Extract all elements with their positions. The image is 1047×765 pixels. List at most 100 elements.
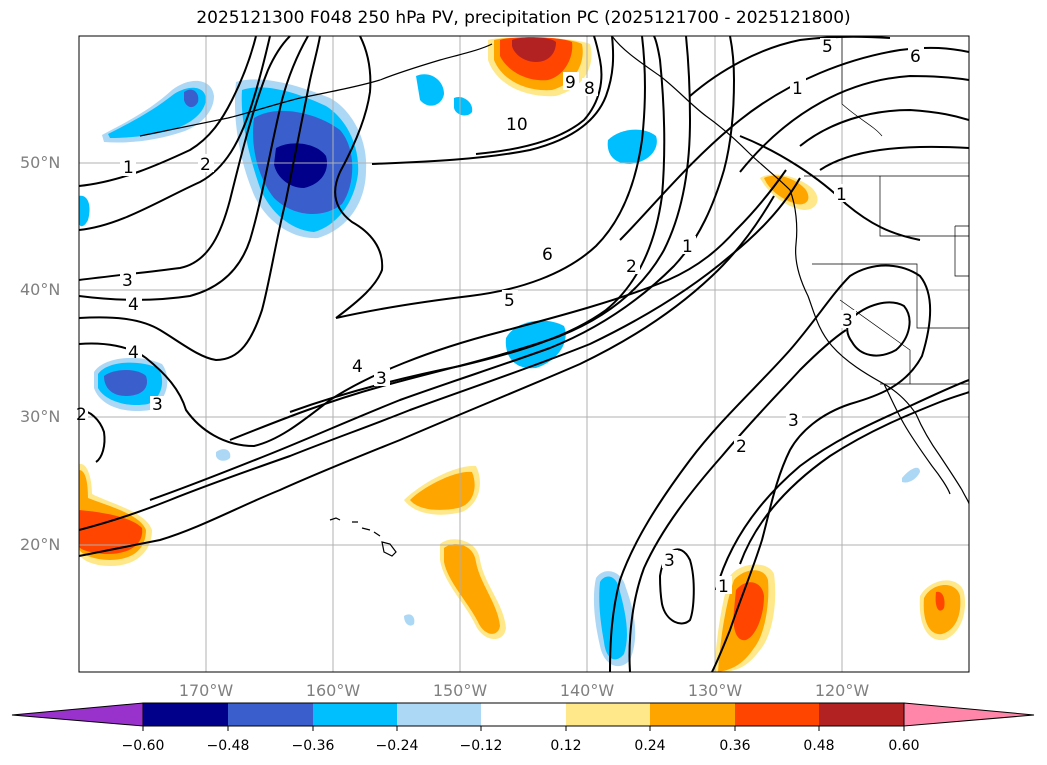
- colorbar-segment: [143, 703, 228, 726]
- pv-contour: [819, 145, 969, 171]
- pv-contour: [289, 36, 666, 413]
- pv-contour: [715, 379, 969, 591]
- contour-label: 5: [504, 291, 515, 311]
- contour-label: 2: [736, 437, 747, 457]
- contour-label: 1: [718, 577, 729, 597]
- precip-negative-area: [216, 449, 231, 461]
- pv-contour: [79, 36, 291, 281]
- hawaii-islands: [329, 517, 397, 557]
- precip-positive-area: [444, 544, 500, 634]
- precip-fill-layer: [79, 37, 966, 672]
- aleutian-coast: [379, 43, 493, 81]
- coastline-layer: [139, 36, 969, 557]
- colorbar-extend-low: [11, 702, 144, 727]
- contour-label: 9: [565, 73, 576, 93]
- contour-label: 1: [836, 185, 847, 205]
- lon-tick-label: 120°W: [814, 681, 870, 700]
- lat-tick-label: 30°N: [20, 407, 61, 426]
- colorbar-tick-label: −0.12: [459, 738, 503, 754]
- colorbar-segment: [819, 703, 904, 726]
- contour-label: 8: [584, 79, 595, 99]
- north-america-coastline: [611, 36, 969, 505]
- colorbar-segment: [228, 703, 313, 726]
- colorbar-segment: [650, 703, 735, 726]
- contour-label: 2: [200, 155, 211, 175]
- contour-label: 4: [352, 357, 363, 377]
- colorbar-tick-label: 0.60: [888, 738, 920, 754]
- lon-tick-label: 140°W: [559, 681, 615, 700]
- precip-negative-area: [404, 614, 415, 626]
- state-border: [841, 36, 883, 137]
- contour-label: 6: [542, 245, 553, 265]
- colorbar-segment: [481, 703, 566, 726]
- colorbar-segment: [397, 703, 481, 726]
- baja-coastline: [883, 383, 951, 495]
- colorbar-tick-label: 0.12: [550, 738, 582, 754]
- pv-contour: [335, 36, 646, 319]
- contour-label: 2: [76, 405, 87, 425]
- lat-tick-label: 50°N: [20, 153, 61, 172]
- precip-negative-area: [104, 370, 148, 396]
- lat-tick-label: 20°N: [20, 535, 61, 554]
- pv-contour: [739, 391, 969, 565]
- contour-label: 4: [128, 295, 139, 315]
- contour-label: 5: [822, 37, 833, 57]
- precip-positive-area: [935, 591, 945, 611]
- aleutian-coast-west: [139, 79, 381, 137]
- pv-contour: [334, 36, 384, 319]
- precip-positive-area: [512, 37, 556, 62]
- precip-negative-area: [607, 129, 657, 164]
- contour-label: 2: [626, 257, 637, 277]
- pv-contour: [79, 36, 271, 231]
- contour-label: 3: [842, 311, 853, 331]
- colorbar-segment: [313, 703, 397, 726]
- pv-contour: [475, 36, 603, 155]
- precip-positive-area: [410, 471, 475, 510]
- contour-label: 3: [152, 395, 163, 415]
- contour-label: 3: [664, 551, 675, 571]
- pv-contour: [79, 36, 321, 362]
- state-border: [812, 263, 969, 329]
- precip-negative-area: [274, 143, 328, 188]
- colorbar-tick-label: −0.36: [291, 738, 335, 754]
- contour-label: 6: [910, 47, 921, 67]
- pv-contour: [79, 195, 775, 557]
- colorbar: [11, 702, 1035, 731]
- colorbar-tick-label: −0.60: [121, 738, 165, 754]
- contour-label: 4: [128, 343, 139, 363]
- colorbar-tick-label: 0.36: [719, 738, 751, 754]
- figure-title: 2025121300 F048 250 hPa PV, precipitatio…: [196, 8, 851, 28]
- contour-label: 1: [682, 237, 693, 257]
- colorbar-segment: [735, 703, 819, 726]
- precip-negative-area: [416, 74, 444, 106]
- contour-label: 1: [792, 79, 803, 99]
- precip-negative-area: [184, 89, 199, 108]
- precip-negative-area: [902, 467, 920, 483]
- lon-tick-label: 130°W: [687, 681, 743, 700]
- lon-tick-label: 160°W: [305, 681, 361, 700]
- precip-negative-area: [79, 195, 90, 227]
- lat-tick-label: 40°N: [20, 280, 61, 299]
- contour-label: 3: [376, 369, 387, 389]
- pv-contour: [79, 409, 106, 463]
- pv-contour: [79, 177, 801, 531]
- pv-contour: [371, 36, 615, 165]
- colorbar-tick-label: 0.48: [803, 738, 835, 754]
- pv-contour: [799, 108, 969, 147]
- pv-contour-layer: [79, 36, 969, 672]
- map-frame: [78, 35, 970, 673]
- colorbar-segment: [566, 703, 650, 726]
- contour-label-layer: 1 2 3 4 5 6 8 9 10 1 2 3 4 5 6 4 3 2 1 1…: [74, 37, 924, 597]
- state-border-layer: [804, 36, 969, 385]
- contour-label: 3: [122, 271, 133, 291]
- pv-contour: [846, 301, 911, 357]
- precip-negative-area: [454, 96, 473, 116]
- contour-label: 1: [123, 158, 134, 178]
- precip-positive-area: [79, 510, 143, 554]
- lon-tick-label: 150°W: [432, 681, 488, 700]
- pv-contour: [609, 264, 931, 672]
- state-border: [954, 225, 969, 277]
- colorbar-tick-label: −0.24: [375, 738, 419, 754]
- pv-contour: [739, 74, 969, 173]
